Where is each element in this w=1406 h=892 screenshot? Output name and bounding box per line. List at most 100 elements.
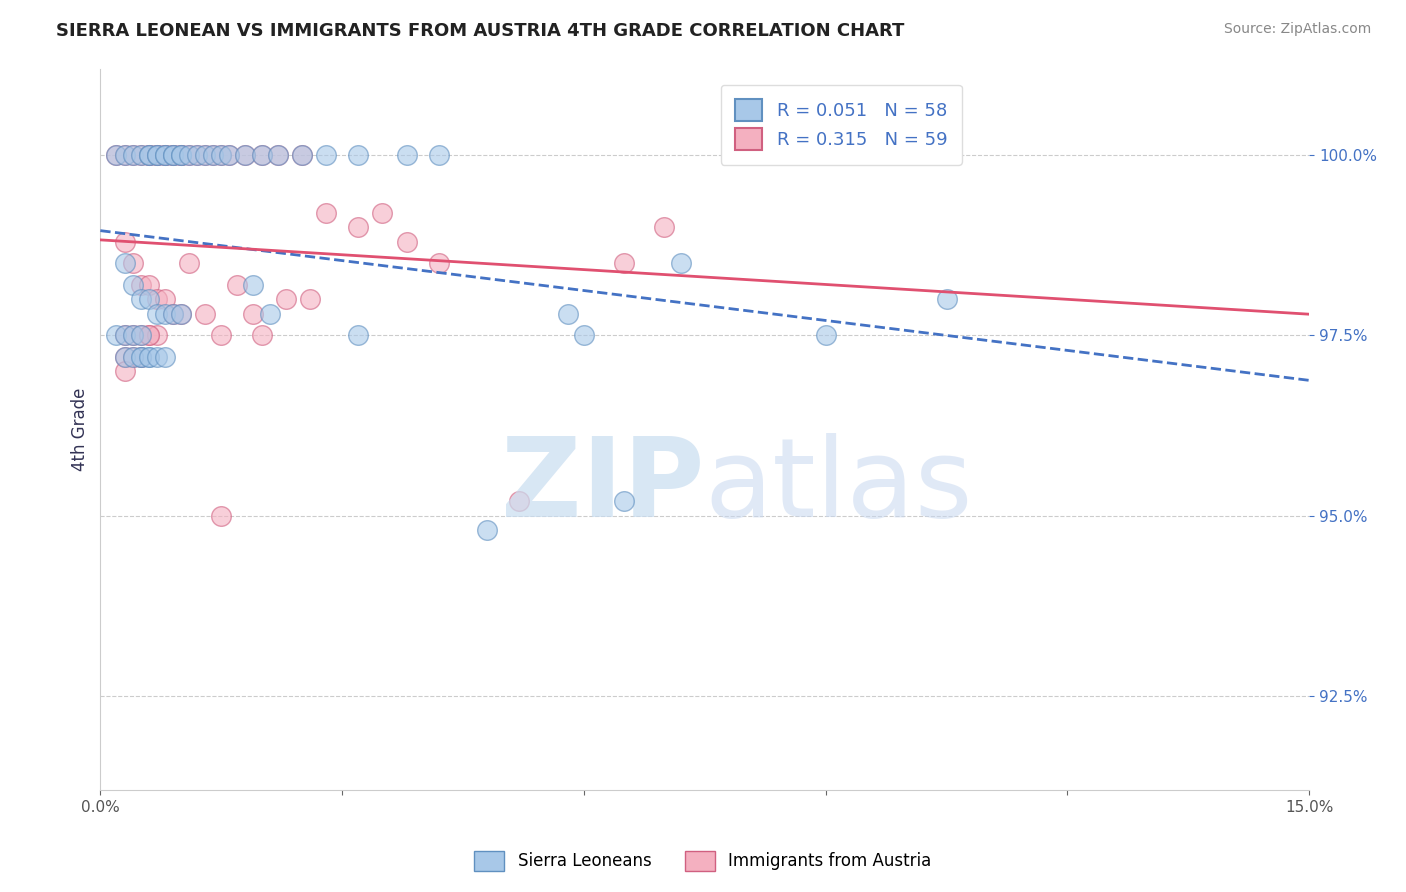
Text: ZIP: ZIP (502, 434, 704, 541)
Point (162, 307, 184, 321)
Point (114, 350, 136, 364)
Point (129, 277, 152, 292)
Point (129, 293, 152, 307)
Point (209, 328, 232, 343)
Point (153, 350, 176, 364)
Point (274, 293, 297, 307)
Point (162, 148, 184, 162)
Point (202, 148, 225, 162)
Point (170, 148, 193, 162)
Point (242, 277, 264, 292)
Point (814, 328, 837, 343)
Point (347, 220, 370, 235)
Point (209, 148, 232, 162)
Point (138, 148, 160, 162)
Point (162, 148, 184, 162)
Point (613, 256, 636, 270)
Point (138, 328, 160, 343)
Point (145, 148, 167, 162)
Point (209, 148, 232, 162)
Point (121, 350, 143, 364)
Point (153, 293, 176, 307)
Point (114, 364, 136, 378)
Point (145, 350, 167, 364)
Point (177, 148, 200, 162)
Point (194, 307, 217, 321)
Point (162, 148, 184, 162)
Point (121, 148, 143, 162)
Point (235, 148, 257, 162)
Point (162, 307, 184, 321)
Point (129, 328, 152, 343)
Point (266, 148, 288, 162)
Point (170, 148, 193, 162)
Point (557, 307, 579, 321)
Point (170, 148, 193, 162)
Point (250, 328, 273, 343)
Point (209, 508, 232, 523)
Point (121, 328, 143, 343)
Point (315, 148, 337, 162)
Point (121, 256, 143, 270)
Point (298, 293, 321, 307)
Point (114, 328, 136, 343)
Point (138, 277, 160, 292)
Point (347, 328, 370, 343)
Point (162, 148, 184, 162)
Point (242, 307, 264, 321)
Point (153, 148, 176, 162)
Legend: Sierra Leoneans, Immigrants from Austria: Sierra Leoneans, Immigrants from Austria (467, 842, 939, 880)
Point (427, 256, 450, 270)
Point (138, 148, 160, 162)
Point (138, 148, 160, 162)
Point (153, 148, 176, 162)
Point (250, 148, 273, 162)
Point (129, 350, 152, 364)
Point (170, 307, 193, 321)
Point (669, 256, 692, 270)
Point (395, 235, 418, 249)
Point (291, 148, 314, 162)
Point (315, 206, 337, 220)
Point (114, 148, 136, 162)
Point (186, 148, 208, 162)
Point (129, 350, 152, 364)
Point (371, 206, 394, 220)
Point (114, 148, 136, 162)
Point (177, 148, 200, 162)
Point (121, 277, 143, 292)
Point (395, 148, 418, 162)
Point (138, 350, 160, 364)
Point (177, 256, 200, 270)
Point (235, 148, 257, 162)
Legend: R = 0.051   N = 58, R = 0.315   N = 59: R = 0.051 N = 58, R = 0.315 N = 59 (721, 85, 962, 165)
Point (194, 148, 217, 162)
Point (105, 148, 128, 162)
Point (347, 148, 370, 162)
Point (114, 256, 136, 270)
Point (250, 148, 273, 162)
Point (138, 293, 160, 307)
Point (129, 328, 152, 343)
Point (129, 148, 152, 162)
Point (153, 307, 176, 321)
Point (145, 148, 167, 162)
Text: Source: ZipAtlas.com: Source: ZipAtlas.com (1223, 22, 1371, 37)
Text: SIERRA LEONEAN VS IMMIGRANTS FROM AUSTRIA 4TH GRADE CORRELATION CHART: SIERRA LEONEAN VS IMMIGRANTS FROM AUSTRI… (56, 22, 904, 40)
Point (654, 220, 676, 235)
Point (145, 307, 167, 321)
Point (259, 307, 281, 321)
Point (145, 328, 167, 343)
Point (508, 494, 530, 508)
Y-axis label: 4th Grade: 4th Grade (72, 387, 89, 471)
Point (114, 350, 136, 364)
Point (291, 148, 314, 162)
Point (935, 293, 957, 307)
Point (145, 148, 167, 162)
Point (194, 148, 217, 162)
Point (121, 148, 143, 162)
Text: atlas: atlas (704, 434, 973, 541)
Point (129, 148, 152, 162)
Point (218, 148, 240, 162)
Point (114, 235, 136, 249)
